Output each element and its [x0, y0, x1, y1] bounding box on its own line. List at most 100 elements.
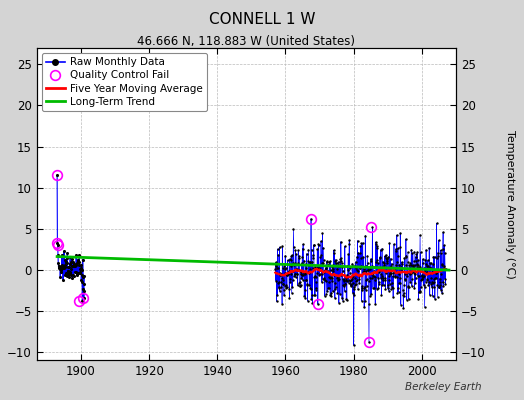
Point: [400, 276, 409, 282]
Point: [272, 263, 280, 269]
Point: [368, 275, 376, 281]
Point: [413, 249, 421, 255]
Point: [310, 242, 318, 248]
Point: [395, 280, 403, 286]
Point: [280, 292, 288, 298]
Point: [410, 285, 419, 291]
Point: [342, 277, 350, 283]
Point: [389, 266, 398, 272]
Point: [275, 283, 283, 290]
Point: [379, 277, 387, 283]
Point: [340, 277, 348, 284]
Point: [372, 264, 380, 270]
Point: [345, 265, 354, 271]
Point: [324, 262, 332, 268]
Point: [333, 266, 341, 272]
Point: [340, 282, 348, 289]
Point: [277, 271, 285, 278]
Point: [397, 301, 405, 308]
Point: [61, 272, 69, 278]
Point: [77, 264, 85, 271]
Point: [391, 272, 400, 279]
Point: [399, 305, 408, 312]
Point: [422, 261, 431, 268]
Point: [299, 241, 307, 247]
Point: [384, 254, 392, 260]
Point: [69, 273, 78, 279]
Point: [291, 270, 299, 277]
Point: [403, 259, 412, 265]
Point: [276, 270, 285, 276]
Point: [310, 274, 319, 280]
Point: [348, 290, 357, 296]
Point: [55, 265, 63, 271]
Point: [358, 287, 366, 294]
Point: [274, 264, 282, 271]
Point: [321, 267, 329, 273]
Point: [342, 275, 350, 281]
Point: [64, 263, 72, 270]
Point: [58, 262, 67, 269]
Point: [62, 270, 70, 276]
Point: [280, 263, 289, 270]
Point: [304, 247, 313, 253]
Point: [344, 267, 352, 273]
Point: [292, 251, 300, 258]
Point: [288, 267, 297, 274]
Point: [55, 262, 63, 269]
Point: [393, 259, 401, 265]
Point: [386, 270, 395, 276]
Point: [431, 268, 439, 274]
Point: [409, 262, 417, 268]
Point: [418, 276, 427, 282]
Point: [390, 241, 398, 248]
Point: [292, 271, 301, 277]
Point: [311, 263, 320, 270]
Point: [364, 266, 373, 273]
Point: [271, 266, 279, 272]
Point: [426, 260, 434, 266]
Point: [360, 304, 368, 310]
Point: [74, 270, 82, 276]
Point: [397, 266, 406, 272]
Point: [372, 239, 380, 245]
Point: [62, 255, 71, 261]
Point: [352, 277, 361, 284]
Point: [411, 280, 419, 286]
Point: [372, 258, 380, 265]
Point: [440, 263, 448, 269]
Point: [339, 268, 347, 274]
Point: [343, 297, 351, 304]
Point: [348, 280, 357, 287]
Point: [383, 255, 391, 261]
Point: [434, 237, 443, 244]
Point: [362, 276, 370, 283]
Point: [297, 268, 305, 275]
Point: [58, 263, 67, 269]
Point: [76, 269, 84, 276]
Point: [327, 293, 335, 299]
Point: [345, 277, 353, 283]
Point: [408, 250, 417, 256]
Point: [395, 289, 403, 295]
Point: [379, 282, 388, 288]
Point: [401, 262, 410, 268]
Point: [417, 273, 425, 279]
Point: [296, 283, 304, 289]
Point: [304, 269, 313, 276]
Point: [416, 288, 424, 294]
Point: [394, 285, 402, 292]
Point: [381, 255, 390, 261]
Point: [428, 269, 436, 276]
Point: [74, 261, 83, 268]
Point: [441, 250, 449, 256]
Point: [319, 276, 327, 282]
Point: [346, 278, 354, 284]
Point: [332, 283, 340, 290]
Point: [438, 261, 446, 268]
Point: [320, 269, 329, 276]
Point: [394, 253, 402, 260]
Point: [298, 253, 307, 260]
Point: [383, 258, 391, 264]
Point: [336, 256, 344, 262]
